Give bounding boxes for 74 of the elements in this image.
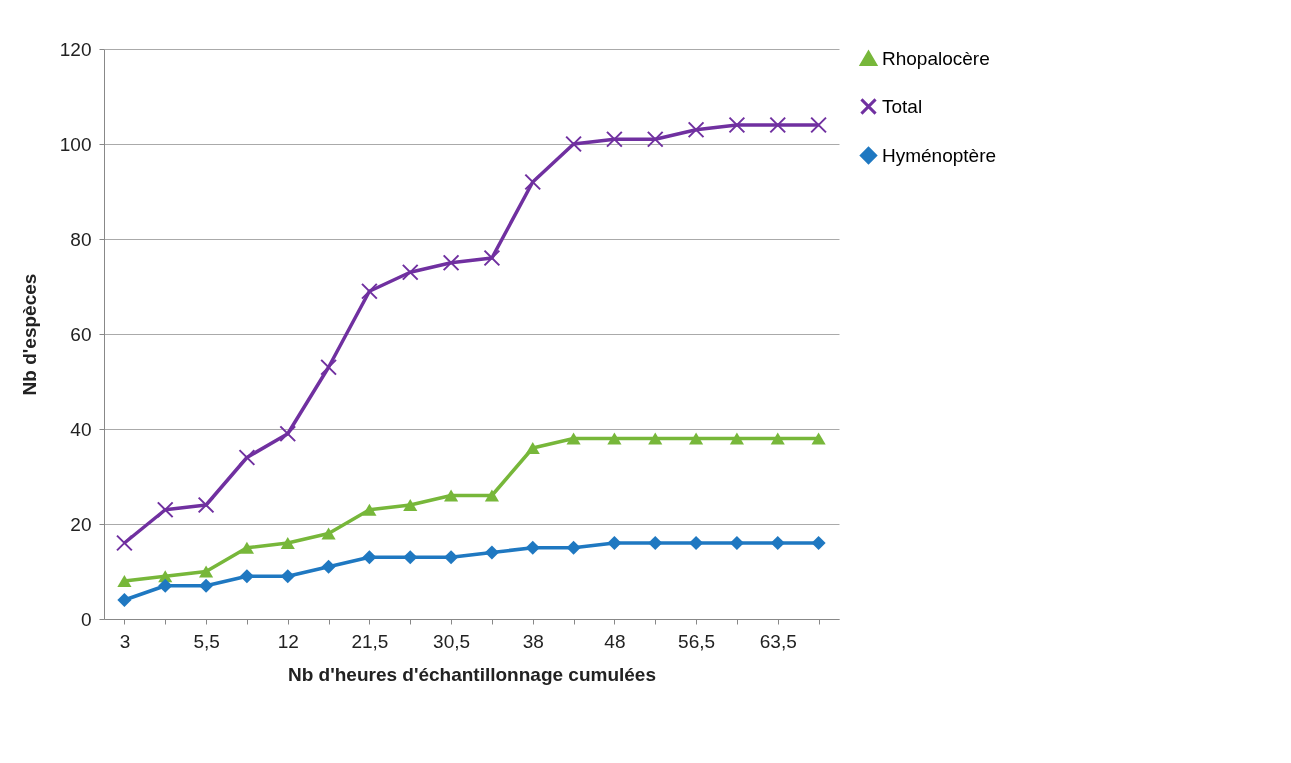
- x-tick-label: 21,5: [351, 630, 389, 652]
- point: [770, 432, 785, 445]
- point: [566, 432, 581, 445]
- point: [646, 130, 664, 148]
- y-tick-label: 80: [70, 228, 92, 250]
- x-axis-title: Nb d'heures d'échantillonnage cumulées: [287, 663, 657, 685]
- point: [566, 540, 581, 555]
- point: [810, 116, 827, 134]
- point: [361, 282, 378, 300]
- point: [687, 121, 705, 139]
- point: [116, 534, 133, 552]
- point: [158, 578, 173, 593]
- point: [525, 441, 540, 455]
- point: [320, 358, 337, 376]
- point: [770, 535, 785, 551]
- x-tick-label: 48: [604, 630, 626, 652]
- y-tick-label: 40: [70, 418, 92, 440]
- point: [484, 489, 499, 502]
- point: [117, 592, 132, 608]
- x-tick-label: 56,5: [678, 630, 716, 652]
- point: [689, 432, 704, 445]
- point: [117, 574, 132, 588]
- y-tick-label: 0: [80, 608, 92, 630]
- point: [239, 569, 254, 584]
- x-tick-label: 12: [277, 630, 299, 652]
- point: [444, 550, 459, 565]
- point: [607, 535, 622, 551]
- y-tick-label: 60: [70, 323, 92, 345]
- point: [607, 432, 622, 445]
- point: [769, 116, 787, 134]
- point: [156, 501, 174, 519]
- x-tick-label: 3: [119, 630, 131, 652]
- y-tick-label: 100: [59, 133, 92, 155]
- point: [524, 173, 542, 191]
- point: [648, 432, 663, 445]
- point: [401, 263, 419, 281]
- point: [728, 116, 746, 134]
- point: [811, 535, 826, 551]
- point: [197, 496, 215, 514]
- point: [648, 535, 663, 551]
- point: [606, 130, 623, 148]
- legend-label: Hyménoptère: [882, 144, 997, 166]
- point: [525, 540, 540, 555]
- point: [484, 545, 499, 560]
- point: [280, 536, 295, 550]
- point: [689, 535, 704, 551]
- point: [729, 535, 744, 551]
- point: [280, 569, 295, 584]
- x-tick-label: 63,5: [759, 630, 797, 652]
- y-axis-title: Nb d'espèces: [18, 273, 40, 396]
- point: [444, 489, 459, 502]
- point: [403, 550, 418, 565]
- x-tick-label: 5,5: [193, 630, 220, 652]
- point: [199, 578, 214, 593]
- y-tick-label: 120: [59, 38, 92, 60]
- point: [729, 432, 744, 445]
- point: [565, 135, 582, 153]
- point: [321, 559, 336, 574]
- point: [321, 527, 336, 540]
- point: [811, 432, 826, 445]
- point: [362, 503, 377, 516]
- point: [279, 425, 297, 443]
- point: [442, 254, 460, 272]
- point: [238, 449, 256, 466]
- x-tick-label: 30,5: [433, 630, 471, 652]
- legend-label: Rhopalocère: [882, 47, 990, 69]
- point: [483, 249, 501, 267]
- x-tick-label: 38: [522, 630, 544, 652]
- point: [239, 541, 254, 554]
- point: [199, 565, 214, 578]
- legend-label: Total: [882, 95, 923, 117]
- point: [362, 550, 377, 565]
- point: [403, 498, 418, 512]
- y-tick-label: 20: [70, 513, 92, 535]
